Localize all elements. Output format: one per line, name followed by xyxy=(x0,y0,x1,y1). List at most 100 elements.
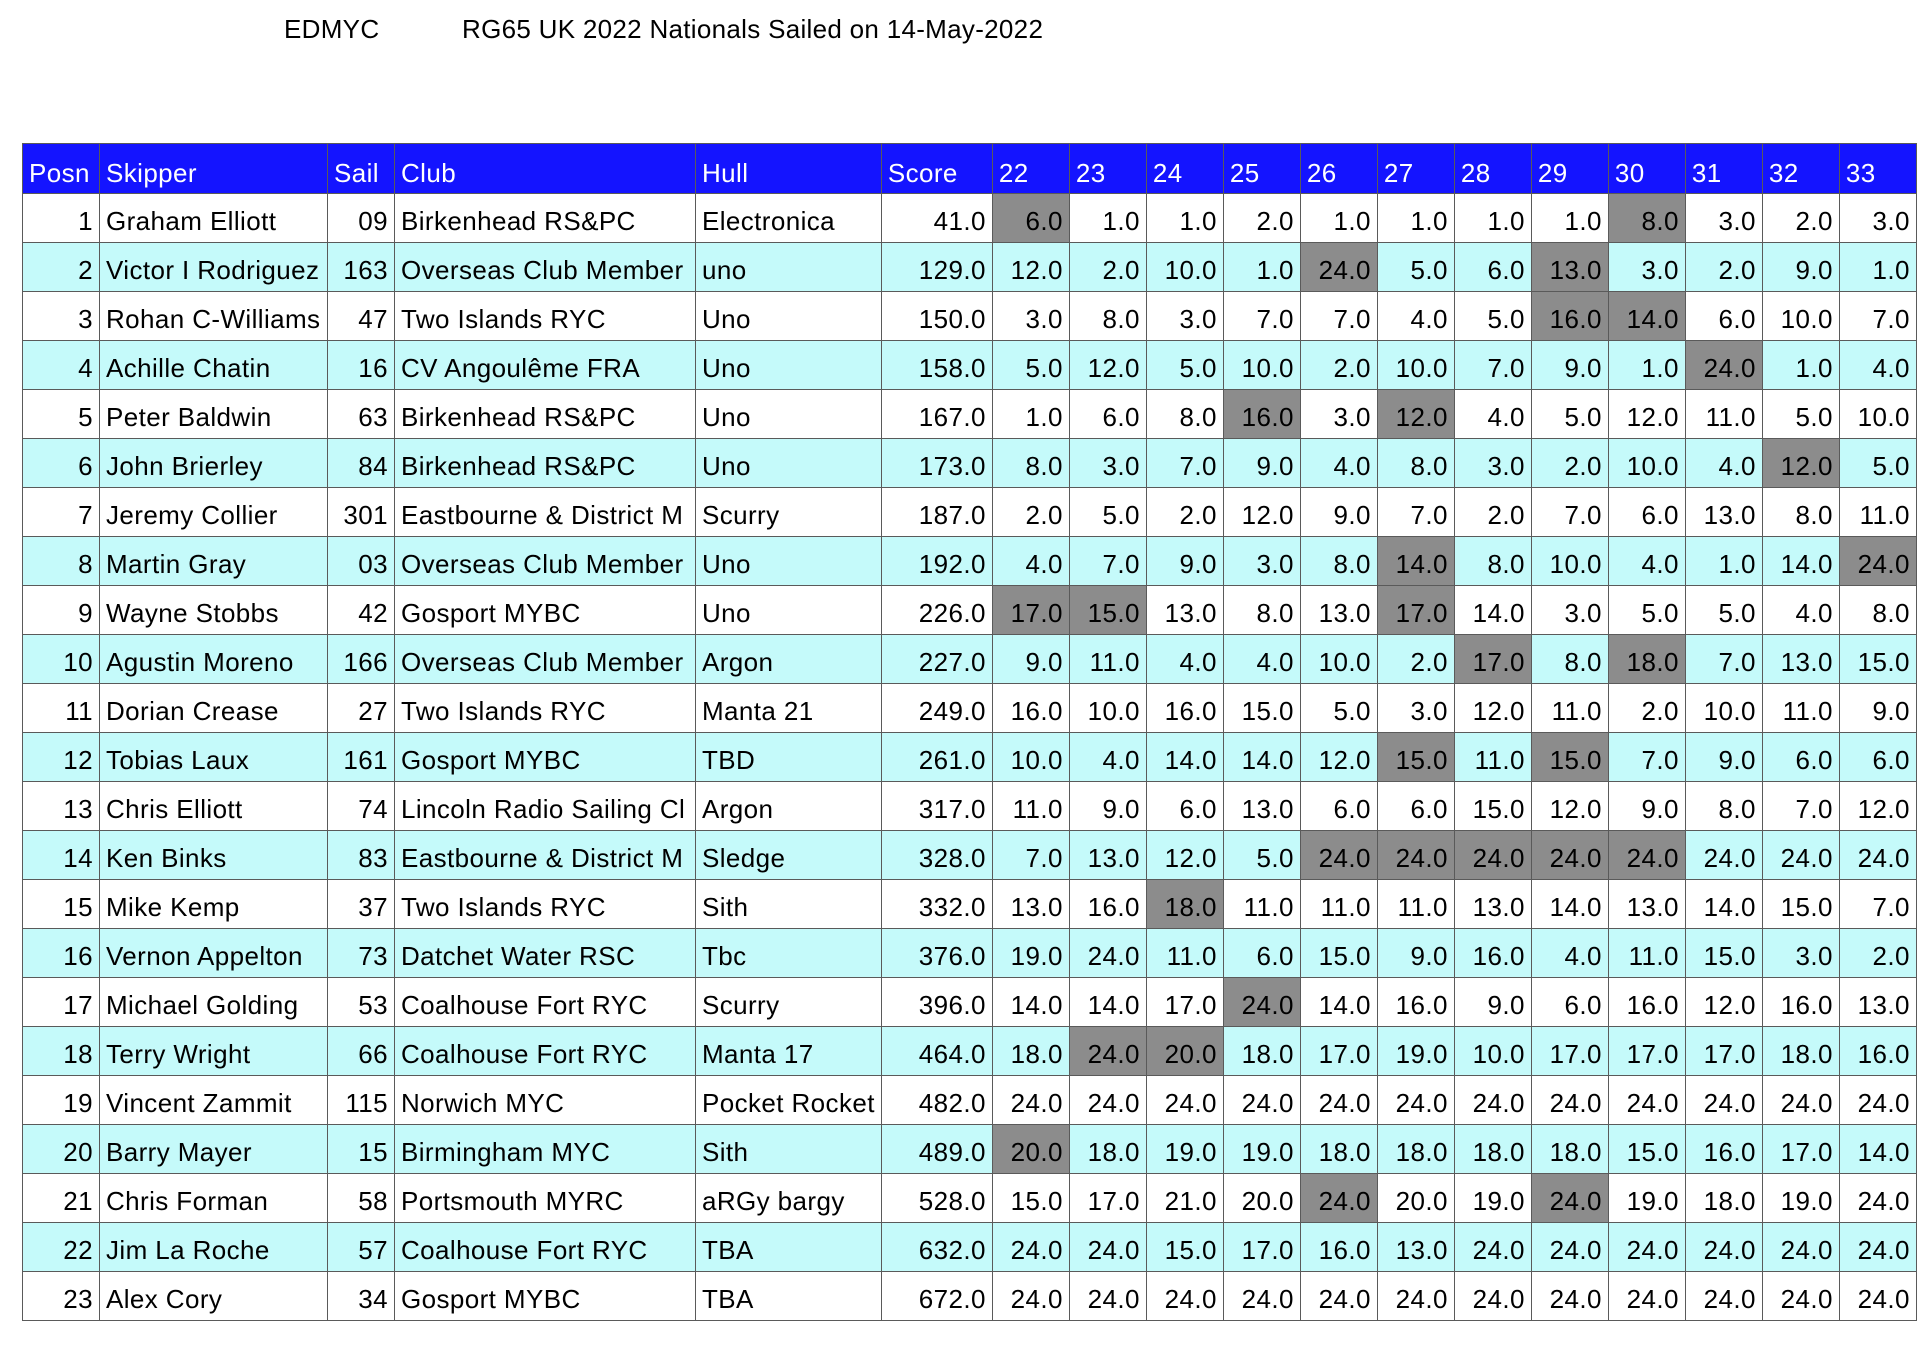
race-score-cell: 15.0 xyxy=(1838,634,1917,684)
race-score-cell: 11.0 xyxy=(1761,683,1840,733)
hull-cell: TBA xyxy=(695,1271,882,1321)
column-header-race-27[interactable]: 27 xyxy=(1376,143,1455,194)
race-score-cell: 13.0 xyxy=(1376,1222,1455,1272)
race-score-cell: 13.0 xyxy=(1068,830,1147,880)
score-cell: 150.0 xyxy=(880,291,993,341)
race-score-cell: 6.0 xyxy=(1838,732,1917,782)
race-score-cell: 10.0 xyxy=(1684,683,1763,733)
race-score-cell: 8.0 xyxy=(1838,585,1917,635)
score-cell: 332.0 xyxy=(880,879,993,929)
race-score-cell: 24.0 xyxy=(1453,1075,1532,1125)
column-header-club[interactable]: Club xyxy=(394,143,696,194)
sail-cell: 34 xyxy=(327,1271,395,1321)
race-score-cell: 10.0 xyxy=(1453,1026,1532,1076)
column-header-race-24[interactable]: 24 xyxy=(1145,143,1224,194)
column-header-sail[interactable]: Sail xyxy=(327,143,395,194)
skipper-cell: Jim La Roche xyxy=(99,1222,328,1272)
race-score-cell: 3.0 xyxy=(1838,193,1917,243)
column-header-race-28[interactable]: 28 xyxy=(1453,143,1532,194)
race-score-cell: 14.0 xyxy=(1145,732,1224,782)
race-score-cell: 2.0 xyxy=(1530,438,1609,488)
posn-cell: 2 xyxy=(22,242,100,292)
race-score-cell: 11.0 xyxy=(1530,683,1609,733)
column-header-race-29[interactable]: 29 xyxy=(1530,143,1609,194)
race-score-cell: 1.0 xyxy=(1453,193,1532,243)
race-score-cell: 11.0 xyxy=(1068,634,1147,684)
column-header-race-30[interactable]: 30 xyxy=(1607,143,1686,194)
race-score-cell: 24.0 xyxy=(1299,242,1378,292)
race-score-cell: 15.0 xyxy=(1684,928,1763,978)
race-score-cell: 10.0 xyxy=(1222,340,1301,390)
race-score-cell: 10.0 xyxy=(1376,340,1455,390)
race-score-cell: 3.0 xyxy=(1530,585,1609,635)
column-header-score[interactable]: Score xyxy=(880,143,993,194)
sail-cell: 166 xyxy=(327,634,395,684)
table-row: 13 Chris Elliott 74 Lincoln Radio Sailing C… xyxy=(22,781,1917,831)
race-score-cell: 4.0 xyxy=(1530,928,1609,978)
race-score-cell: 24.0 xyxy=(1376,830,1455,880)
race-score-cell: 9.0 xyxy=(1145,536,1224,586)
club-cell: Gosport MYBC xyxy=(394,1271,696,1321)
column-header-race-32[interactable]: 32 xyxy=(1761,143,1840,194)
race-score-cell: 13.0 xyxy=(991,879,1070,929)
sail-cell: 15 xyxy=(327,1124,395,1174)
race-score-cell: 14.0 xyxy=(991,977,1070,1027)
column-header-race-26[interactable]: 26 xyxy=(1299,143,1378,194)
race-score-cell: 24.0 xyxy=(1684,1271,1763,1321)
race-score-cell: 18.0 xyxy=(1530,1124,1609,1174)
race-score-cell: 2.0 xyxy=(1068,242,1147,292)
race-score-cell: 16.0 xyxy=(1838,1026,1917,1076)
race-score-cell: 24.0 xyxy=(1068,928,1147,978)
race-score-cell: 24.0 xyxy=(1145,1271,1224,1321)
club-cell: Birkenhead RS&PC xyxy=(394,438,696,488)
column-header-race-23[interactable]: 23 xyxy=(1068,143,1147,194)
sail-cell: 66 xyxy=(327,1026,395,1076)
table-row: 18 Terry Wright 66 Coalhouse Fort RYC Manta … xyxy=(22,1026,1917,1076)
race-score-cell: 3.0 xyxy=(1145,291,1224,341)
club-cell: Overseas Club Member xyxy=(394,536,696,586)
race-score-cell: 24.0 xyxy=(1761,1075,1840,1125)
column-header-race-33[interactable]: 33 xyxy=(1838,143,1917,194)
race-score-cell: 24.0 xyxy=(1838,1075,1917,1125)
race-score-cell: 24.0 xyxy=(1607,1271,1686,1321)
posn-cell: 11 xyxy=(22,683,100,733)
hull-cell: Sith xyxy=(695,879,882,929)
table-row: 21 Chris Forman 58 Portsmouth MYRC aRGy barg… xyxy=(22,1173,1917,1223)
column-header-posn[interactable]: Posn xyxy=(22,143,100,194)
column-header-race-22[interactable]: 22 xyxy=(991,143,1070,194)
race-score-cell: 16.0 xyxy=(1453,928,1532,978)
column-header-hull[interactable]: Hull xyxy=(695,143,882,194)
race-score-cell: 10.0 xyxy=(991,732,1070,782)
score-cell: 167.0 xyxy=(880,389,993,439)
column-header-race-31[interactable]: 31 xyxy=(1684,143,1763,194)
column-header-skipper[interactable]: Skipper xyxy=(99,143,328,194)
posn-cell: 14 xyxy=(22,830,100,880)
race-score-cell: 9.0 xyxy=(1068,781,1147,831)
score-cell: 632.0 xyxy=(880,1222,993,1272)
race-score-cell: 8.0 xyxy=(1068,291,1147,341)
score-cell: 672.0 xyxy=(880,1271,993,1321)
table-row: 14 Ken Binks 83 Eastbourne & District M Sled… xyxy=(22,830,1917,880)
race-score-cell: 5.0 xyxy=(1530,389,1609,439)
race-score-cell: 9.0 xyxy=(1684,732,1763,782)
race-score-cell: 15.0 xyxy=(1761,879,1840,929)
hull-cell: Electronica xyxy=(695,193,882,243)
posn-cell: 16 xyxy=(22,928,100,978)
table-row: 7 Jeremy Collier 301 Eastbourne & District … xyxy=(22,487,1917,537)
race-score-cell: 20.0 xyxy=(1145,1026,1224,1076)
race-score-cell: 13.0 xyxy=(1838,977,1917,1027)
sail-cell: 42 xyxy=(327,585,395,635)
race-score-cell: 15.0 xyxy=(1299,928,1378,978)
score-cell: 173.0 xyxy=(880,438,993,488)
score-cell: 376.0 xyxy=(880,928,993,978)
race-score-cell: 18.0 xyxy=(991,1026,1070,1076)
club-cell: Coalhouse Fort RYC xyxy=(394,977,696,1027)
race-score-cell: 16.0 xyxy=(1299,1222,1378,1272)
posn-cell: 4 xyxy=(22,340,100,390)
table-row: 8 Martin Gray 03 Overseas Club Member Uno 192… xyxy=(22,536,1917,586)
column-header-race-25[interactable]: 25 xyxy=(1222,143,1301,194)
race-score-cell: 5.0 xyxy=(1453,291,1532,341)
race-score-cell: 24.0 xyxy=(1838,830,1917,880)
skipper-cell: Jeremy Collier xyxy=(99,487,328,537)
race-score-cell: 13.0 xyxy=(1145,585,1224,635)
